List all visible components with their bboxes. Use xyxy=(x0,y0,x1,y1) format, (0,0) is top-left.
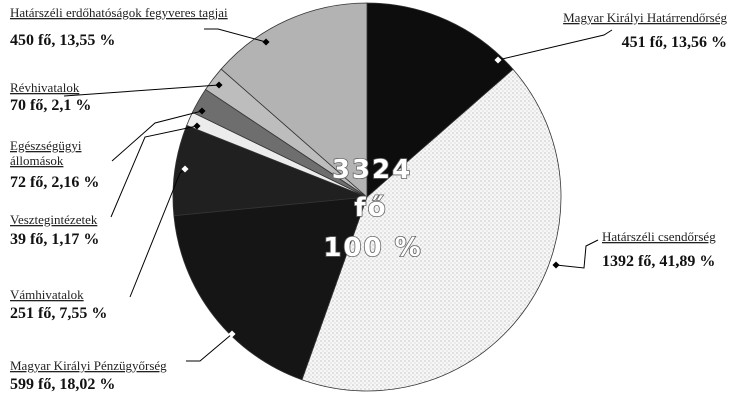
leader-line xyxy=(555,239,599,269)
slice-value-label: 70 fő, 2,1 % xyxy=(10,97,91,114)
slice-value-label: 1392 fő, 41,89 % xyxy=(602,253,715,270)
slice-value-label: 450 fő, 13,55 % xyxy=(10,32,115,49)
slice-name-label: állomások xyxy=(10,153,64,168)
pie-slice xyxy=(173,196,368,381)
leader-line xyxy=(204,28,267,43)
slice-name-label: Határszéli csendőrség xyxy=(602,229,716,244)
slice-name-label: Magyar Királyi Pénzügyőrség xyxy=(10,358,167,373)
slice-value-label: 251 fő, 7,55 % xyxy=(10,305,107,322)
leader-line xyxy=(110,125,198,218)
slice-name-label: Határszéli erdőhatóságok fegyveres tagja… xyxy=(10,5,228,20)
slice-name-label: Magyar Királyi Határrendőrség xyxy=(563,10,727,25)
pie-slice xyxy=(366,2,514,198)
slice-value-label: 39 fő, 1,17 % xyxy=(10,231,99,248)
center-label-total: 3324 xyxy=(332,155,412,185)
pie-slices xyxy=(172,2,562,392)
slice-labels: Magyar Királyi Határrendőrség 451 fő, 13,… xyxy=(10,5,727,393)
leader-line xyxy=(186,333,233,362)
leader-line xyxy=(497,29,613,61)
pie-slice xyxy=(220,2,368,198)
leader-marker xyxy=(198,107,206,115)
slice-name-label: Vámhivatalok xyxy=(10,287,84,302)
leader-marker xyxy=(552,261,560,269)
leader-lines xyxy=(63,28,613,362)
slice-name-label: Vesztegintézetek xyxy=(10,212,98,227)
leader-marker xyxy=(181,165,189,173)
leader-marker xyxy=(193,122,201,130)
leader-marker xyxy=(494,56,502,64)
center-label-unit: fő xyxy=(354,193,387,223)
center-label: 3324 fő 100 % xyxy=(323,154,422,264)
slice-name-label: Révhivatalok xyxy=(10,80,80,95)
slice-name-label: Egészségügyi xyxy=(10,138,82,153)
pie-slice xyxy=(301,68,562,392)
leader-line xyxy=(111,110,203,162)
slice-value-label: 599 fő, 18,02 % xyxy=(10,376,115,393)
center-label-percent: 100 % xyxy=(323,233,422,263)
slice-value-label: 451 fő, 13,56 % xyxy=(622,34,727,51)
leader-line xyxy=(63,84,220,97)
leader-marker xyxy=(262,38,270,46)
leader-marker xyxy=(228,330,236,338)
slice-value-label: 72 fő, 2,16 % xyxy=(10,174,99,191)
leader-marker xyxy=(215,81,223,89)
